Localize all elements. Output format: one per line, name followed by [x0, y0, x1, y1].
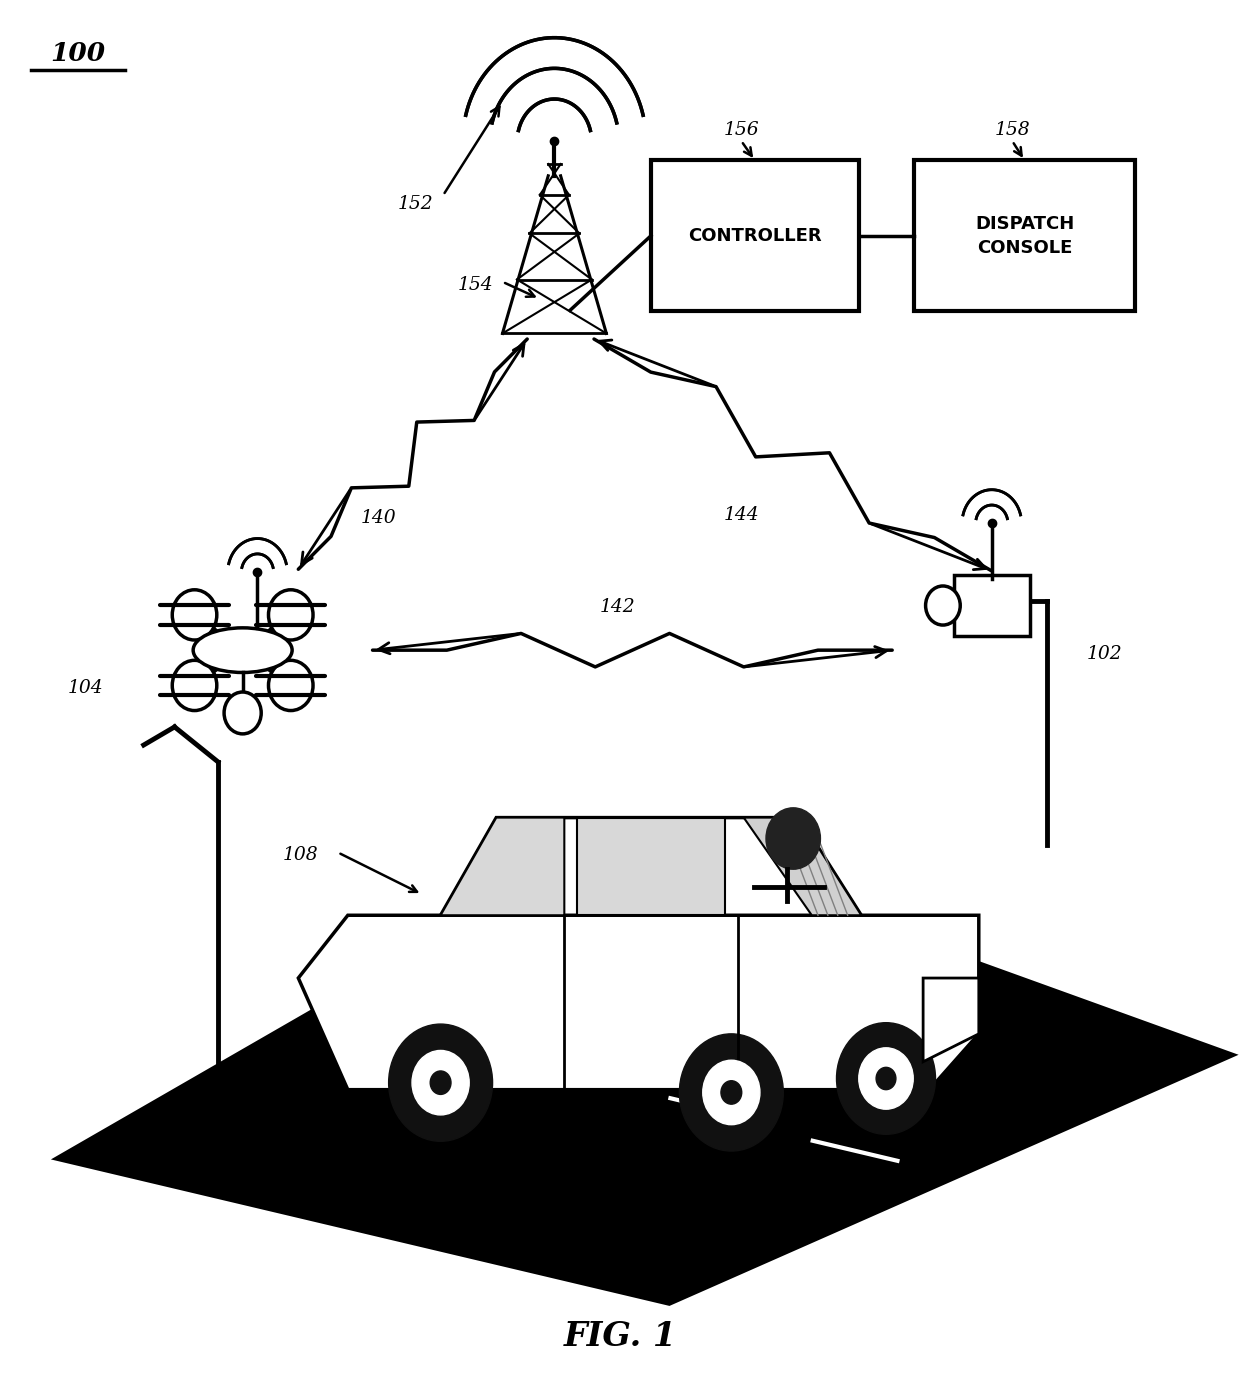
Polygon shape [744, 818, 862, 916]
Text: DISPATCH
CONSOLE: DISPATCH CONSOLE [975, 215, 1074, 257]
Circle shape [703, 1060, 760, 1124]
Text: 152: 152 [398, 194, 434, 212]
Text: 144: 144 [723, 506, 759, 524]
Text: FIG. 1: FIG. 1 [563, 1320, 677, 1353]
Circle shape [224, 692, 262, 734]
Polygon shape [440, 818, 862, 916]
Polygon shape [299, 916, 978, 1089]
Polygon shape [440, 818, 564, 916]
Circle shape [680, 1035, 784, 1151]
Circle shape [766, 808, 821, 870]
Polygon shape [51, 832, 1239, 1306]
Circle shape [925, 586, 960, 625]
Circle shape [430, 1071, 451, 1095]
FancyBboxPatch shape [651, 161, 859, 312]
Polygon shape [577, 818, 725, 916]
Text: 102: 102 [1087, 646, 1122, 664]
Text: 104: 104 [68, 679, 103, 696]
Text: CONTROLLER: CONTROLLER [688, 226, 822, 245]
Text: 142: 142 [600, 598, 635, 617]
Circle shape [412, 1050, 469, 1116]
Text: 158: 158 [994, 120, 1030, 138]
FancyBboxPatch shape [954, 575, 1029, 636]
Circle shape [172, 590, 217, 640]
Circle shape [269, 660, 312, 710]
Text: 106: 106 [686, 857, 722, 875]
Circle shape [720, 1081, 742, 1104]
Circle shape [859, 1048, 913, 1109]
Circle shape [172, 660, 217, 710]
FancyBboxPatch shape [914, 161, 1135, 312]
Circle shape [269, 590, 312, 640]
Text: 156: 156 [723, 120, 759, 138]
Text: 140: 140 [361, 509, 397, 527]
Polygon shape [923, 979, 978, 1061]
Text: 154: 154 [458, 275, 494, 294]
Circle shape [837, 1023, 935, 1134]
Text: 108: 108 [283, 846, 319, 864]
Circle shape [877, 1067, 897, 1089]
Ellipse shape [193, 628, 293, 672]
Text: 100: 100 [51, 41, 105, 66]
Circle shape [388, 1025, 492, 1141]
